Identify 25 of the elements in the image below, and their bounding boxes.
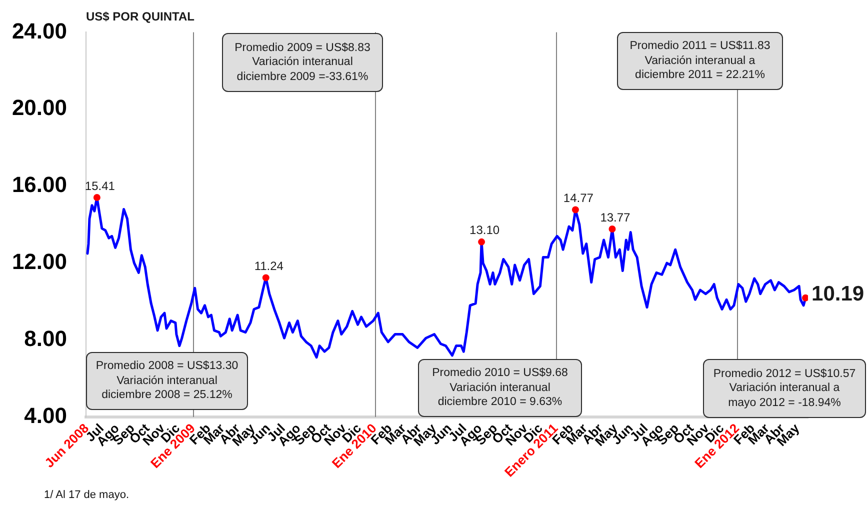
data-label: 13.10 — [470, 223, 500, 238]
annotation: Promedio 2008 = US$13.30 Variación interanual diciembre 2008 = 25.12% — [86, 352, 248, 410]
annotation: Promedio 2012 = US$10.57 Variación interanual a mayo 2012 = -18.94% — [703, 359, 866, 418]
y-tick-label: 20.00 — [12, 95, 67, 120]
annotation: Promedio 2009 = US$8.83 Variación interanual diciembre 2009 =-33.61% — [222, 33, 383, 92]
point — [608, 226, 616, 233]
y-tick-label: 8.00 — [24, 326, 67, 352]
point — [802, 294, 808, 302]
text: 1/ Al 17 de mayo. — [44, 489, 129, 502]
point — [93, 194, 100, 201]
data-label: 11.24 — [254, 259, 284, 274]
data-label: 15.41 — [84, 178, 116, 193]
y-axis-title: US$ POR QUINTAL — [86, 10, 194, 24]
annotation: Promedio 2010 = US$9.68 Variación interanual diciembre 2010 = 9.63% — [418, 359, 582, 417]
y-tick-label: 16.00 — [12, 172, 67, 198]
y-tick-label: 24.00 — [12, 18, 67, 44]
y-tick-label: 12.00 — [12, 249, 67, 274]
y-tick-label: 4.00 — [24, 403, 67, 428]
data-label: 10.19 — [812, 282, 864, 306]
data-label: 14.77 — [563, 191, 594, 206]
point — [572, 206, 579, 214]
data-label: 13.77 — [600, 210, 631, 224]
annotation: Promedio 2011 = US$11.83 Variación interanual a diciembre 2011 = 22.21% — [617, 32, 783, 90]
point — [262, 274, 270, 282]
point — [478, 238, 486, 246]
